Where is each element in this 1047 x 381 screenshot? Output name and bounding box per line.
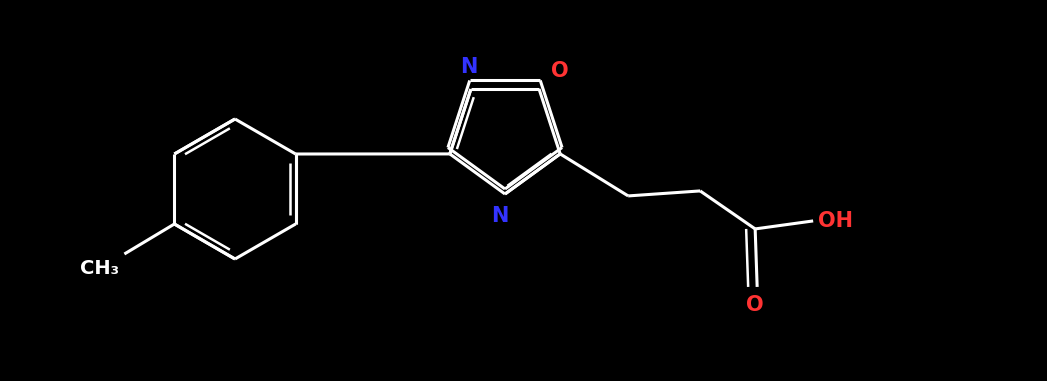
Text: CH₃: CH₃ (81, 259, 119, 278)
Text: OH: OH (818, 211, 853, 231)
Text: N: N (491, 206, 509, 226)
Text: O: O (551, 61, 569, 81)
Text: O: O (747, 295, 764, 315)
Text: N: N (461, 57, 477, 77)
